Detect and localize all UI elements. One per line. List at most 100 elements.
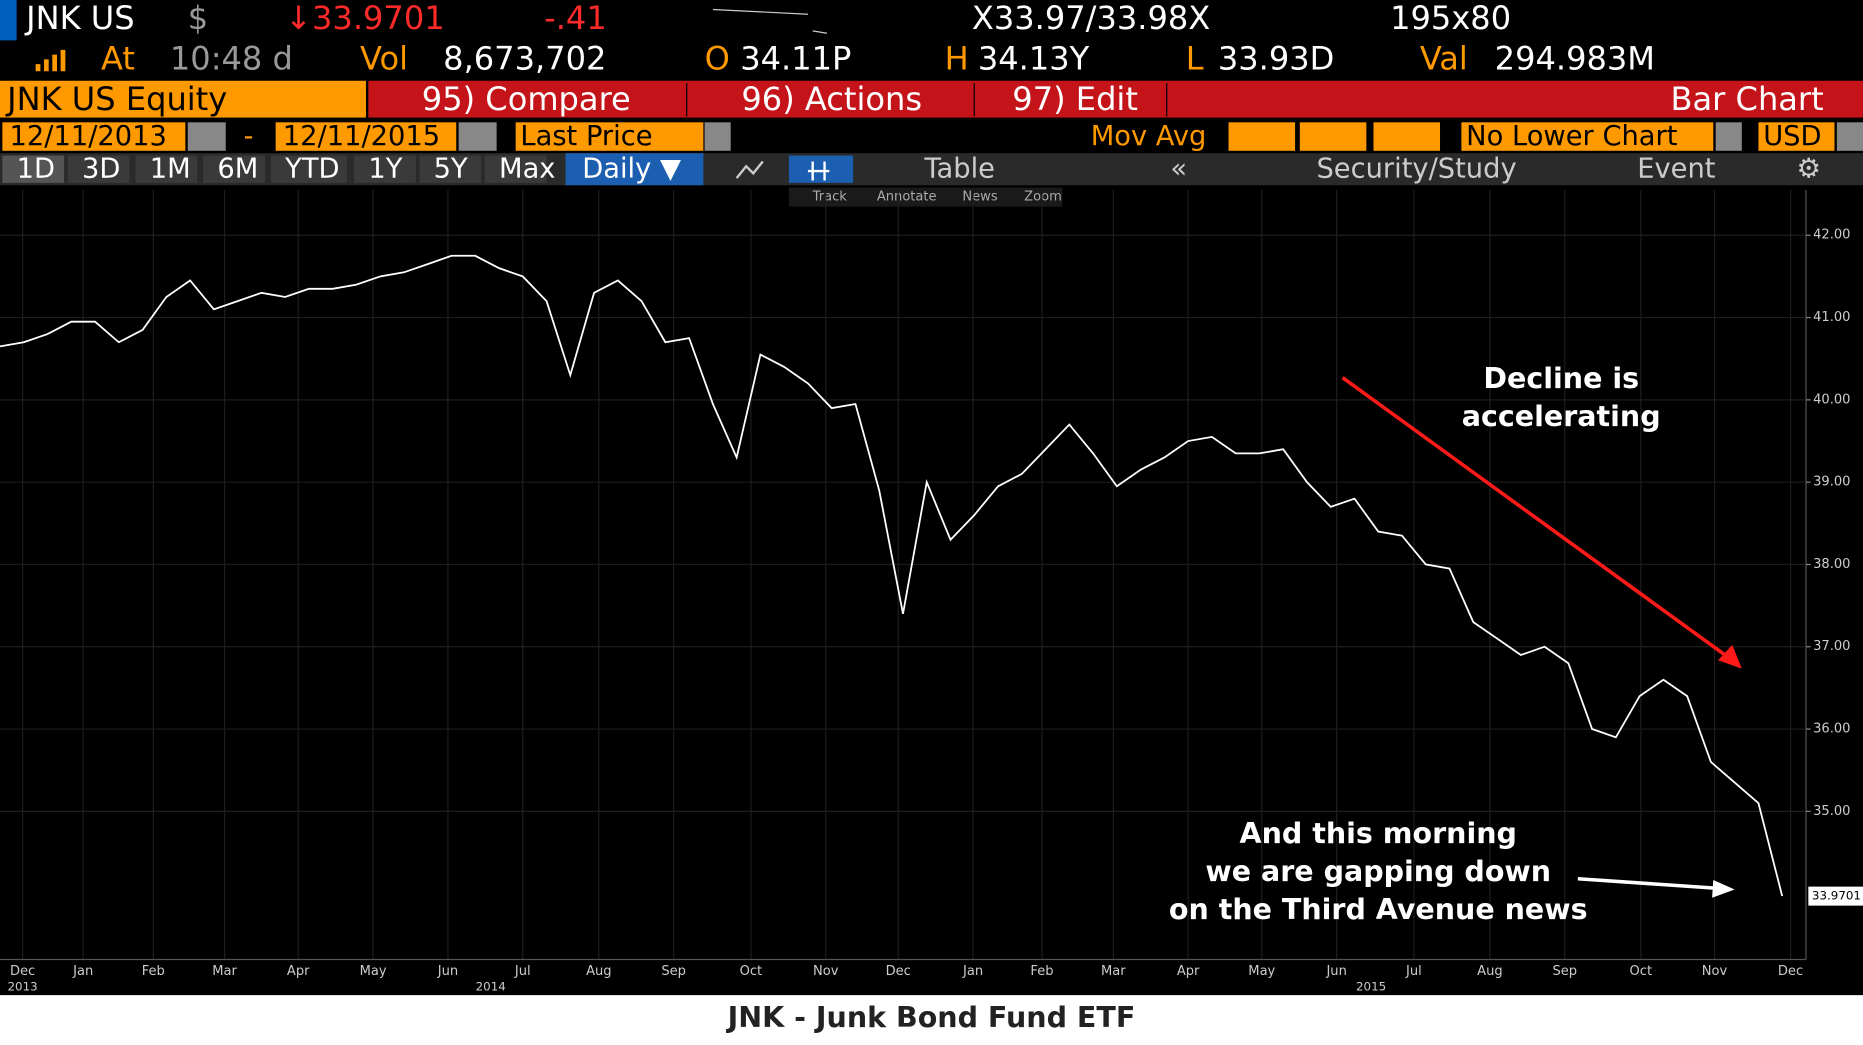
dropdown-button[interactable] bbox=[704, 122, 731, 151]
arrow-head bbox=[1718, 644, 1742, 669]
menu: JNK US Equity 95) Compare 96) Actions 97… bbox=[5, 80, 1824, 118]
plot: Dec Jan Feb Mar Apr May Jun Jul Aug Sep Oct Nov Dec J… bbox=[0, 190, 1863, 993]
x-tick-label: Dec bbox=[1778, 964, 1803, 979]
period-button[interactable] bbox=[354, 155, 416, 183]
panel-tab bbox=[0, 0, 17, 41]
security-study[interactable]: Security/Study bbox=[1316, 153, 1516, 184]
annotation: on the Third Avenue news bbox=[1169, 893, 1588, 926]
x-tick-label: Dec bbox=[10, 964, 35, 979]
input[interactable] bbox=[1373, 122, 1441, 151]
high: 34.13Y bbox=[978, 40, 1090, 78]
frequency[interactable]: Daily ▼ bbox=[582, 153, 681, 184]
period-label: YTD bbox=[284, 153, 339, 184]
bid-ask-size: 195x80 bbox=[1390, 0, 1511, 37]
x-tick-label: Nov bbox=[1702, 964, 1728, 979]
x-tick-label: Aug bbox=[586, 964, 611, 979]
period-button[interactable] bbox=[2, 155, 65, 183]
dropdown-button[interactable] bbox=[1836, 122, 1863, 151]
last-price: ↓33.9701 bbox=[285, 0, 444, 37]
input[interactable] bbox=[275, 122, 457, 151]
period-label: 1Y bbox=[368, 153, 402, 184]
quote-line: JNK US $ ↓33.9701 -.41 X33.97/33.98X 195… bbox=[24, 0, 1655, 78]
dropdown[interactable] bbox=[515, 122, 704, 151]
chart-tool: Track bbox=[812, 190, 848, 205]
y-tick-label: 35.00 bbox=[1813, 804, 1850, 819]
toolbar-items: Daily ▼ Table « Security/Study Event ⚙ 1… bbox=[2, 153, 1821, 184]
security-box[interactable] bbox=[0, 80, 366, 118]
x-tick-label: Jun bbox=[1325, 964, 1346, 979]
x-tick-label: Jan bbox=[962, 964, 983, 979]
period-label: 1M bbox=[150, 153, 191, 184]
x-tick-label: Jul bbox=[514, 964, 531, 979]
dropdown-button[interactable] bbox=[1715, 122, 1742, 151]
bid-ask: X33.97/33.98X bbox=[972, 0, 1210, 37]
x-tick-label: Mar bbox=[212, 964, 237, 979]
annotation: Decline is bbox=[1483, 362, 1639, 395]
value-traded: 294.983M bbox=[1495, 40, 1655, 78]
start-date: 12/11/2013 bbox=[10, 121, 167, 152]
input[interactable] bbox=[1228, 122, 1296, 151]
bar-icon-button[interactable] bbox=[788, 155, 854, 183]
volume: 8,673,702 bbox=[443, 40, 606, 78]
x-tick-label: Jul bbox=[1405, 964, 1422, 979]
period-label: Max bbox=[499, 153, 555, 184]
calendar-button[interactable] bbox=[458, 122, 497, 151]
menu-item[interactable]: 97) Edit bbox=[1012, 80, 1138, 118]
event[interactable]: Event bbox=[1637, 153, 1716, 184]
signal-icon bbox=[35, 49, 66, 72]
dropdown[interactable] bbox=[1758, 122, 1835, 151]
security[interactable]: JNK US Equity bbox=[5, 80, 227, 118]
currency: $ bbox=[188, 0, 208, 37]
menu-item[interactable]: 96) Actions bbox=[741, 80, 922, 118]
chart-tool: Zoom bbox=[1024, 190, 1062, 205]
x-tick-label: Apr bbox=[287, 964, 310, 979]
decline-arrow bbox=[1341, 376, 1734, 662]
last-price-label: 33.9701 bbox=[1812, 889, 1861, 903]
ticker: JNK US bbox=[24, 0, 135, 37]
x-tick-label: May bbox=[1248, 964, 1275, 979]
year-label: 2013 bbox=[7, 979, 37, 993]
label: O bbox=[705, 40, 730, 78]
period-button[interactable] bbox=[419, 155, 482, 183]
y-tick-label: 41.00 bbox=[1813, 310, 1850, 325]
input[interactable] bbox=[2, 122, 186, 151]
year-label: 2015 bbox=[1356, 979, 1386, 993]
field: Last Price bbox=[520, 121, 652, 152]
menu-item[interactable]: 95) Compare bbox=[422, 80, 631, 118]
annotation: accelerating bbox=[1462, 400, 1661, 433]
settings-icon[interactable]: ⚙ bbox=[1796, 153, 1820, 184]
frequency-button[interactable] bbox=[565, 153, 704, 186]
period-button[interactable] bbox=[270, 155, 347, 183]
study: Mov Avg bbox=[1091, 121, 1207, 152]
x-tick-label: Nov bbox=[813, 964, 839, 979]
period-label: 1D bbox=[17, 153, 55, 184]
lower-chart: No Lower Chart bbox=[1466, 121, 1678, 152]
settings: 12/11/2013 - 12/11/2015 Last Price Mov A… bbox=[2, 121, 1863, 152]
collapse[interactable]: « bbox=[1170, 153, 1187, 184]
menu-bar bbox=[368, 80, 1863, 118]
y-tick-label: 39.00 bbox=[1813, 475, 1850, 490]
x-tick-label: Aug bbox=[1477, 964, 1502, 979]
sparkline bbox=[712, 8, 828, 34]
input[interactable] bbox=[1299, 122, 1367, 151]
period-button[interactable] bbox=[135, 155, 198, 183]
annotation: And this morning bbox=[1240, 817, 1517, 850]
x-tick-label: Sep bbox=[661, 964, 686, 979]
x-tick-label: Feb bbox=[1030, 964, 1053, 979]
dropdown[interactable] bbox=[1461, 122, 1714, 151]
period-button[interactable] bbox=[484, 155, 547, 183]
currency: USD bbox=[1763, 121, 1821, 152]
caption: JNK - Junk Bond Fund ETF bbox=[726, 1001, 1136, 1034]
price-line bbox=[0, 254, 1784, 897]
bar-icon bbox=[807, 161, 830, 181]
table-button[interactable]: Table bbox=[923, 153, 995, 184]
arrow-head bbox=[1712, 879, 1735, 898]
period-button[interactable] bbox=[67, 155, 130, 183]
x-tick-label: Oct bbox=[740, 964, 763, 979]
line-icon[interactable] bbox=[735, 160, 764, 179]
period-button[interactable] bbox=[203, 155, 265, 183]
period-label: 3D bbox=[82, 153, 120, 184]
annotations: Decline is accelerating And this morning we… bbox=[1169, 362, 1661, 926]
chart-tools bbox=[788, 187, 1063, 207]
calendar-button[interactable] bbox=[187, 122, 226, 151]
